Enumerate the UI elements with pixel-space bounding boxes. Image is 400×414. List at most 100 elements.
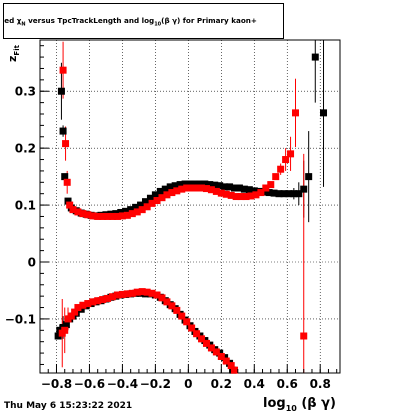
data-point-red: [257, 189, 265, 197]
data-point-black: [54, 332, 62, 340]
y-tick-label: 0.1: [15, 199, 36, 213]
data-point-black: [240, 185, 248, 193]
data-point-red: [291, 109, 299, 117]
data-point-red: [252, 191, 260, 199]
data-point-red: [109, 293, 117, 301]
data-point-black: [245, 186, 253, 194]
x-tick-label: 0: [184, 377, 192, 391]
data-point-red: [231, 366, 239, 374]
data-point-red: [300, 332, 308, 340]
x-tick-label: 0.8: [310, 377, 331, 391]
y-tick-label: −0.1: [5, 312, 36, 326]
data-point-black: [265, 189, 273, 197]
data-point-black: [181, 180, 189, 188]
data-point-red: [237, 193, 245, 201]
x-tick-label: 0.6: [277, 377, 298, 391]
data-point-red: [113, 212, 121, 220]
data-point-red: [138, 206, 146, 214]
data-point-red: [272, 173, 280, 181]
data-point-red: [217, 189, 225, 197]
data-point-red: [99, 296, 107, 304]
data-point-black: [226, 183, 234, 191]
data-point-red: [282, 156, 290, 164]
x-tick-label: 0.2: [211, 377, 232, 391]
data-point-red: [212, 187, 220, 195]
data-point-black: [235, 184, 243, 192]
data-point-red: [222, 357, 230, 365]
x-axis-label-sub: 10: [286, 404, 298, 413]
data-point-red: [94, 297, 102, 305]
data-point-black: [275, 190, 283, 198]
data-point-red: [173, 306, 181, 314]
data-point-black: [290, 190, 298, 198]
x-axis-label-bg: (β γ): [297, 396, 336, 411]
x-tick-label: −0.2: [140, 377, 171, 391]
data-point-red: [59, 66, 67, 74]
x-axis-label: log10 (β γ): [263, 396, 336, 413]
data-point-red: [178, 312, 186, 320]
data-point-black: [285, 190, 293, 198]
data-point-black: [127, 206, 135, 214]
data-point-red: [163, 191, 171, 199]
data-point-red: [104, 294, 112, 302]
title-part-end: (β γ) for Primary kaon+: [161, 16, 257, 25]
data-point-black: [191, 180, 199, 188]
x-tick-label: −0.6: [74, 377, 105, 391]
data-point-black: [151, 191, 159, 199]
data-point-red: [168, 302, 176, 310]
data-point-red: [74, 208, 82, 216]
data-point-red: [158, 294, 166, 302]
data-point-red: [89, 298, 97, 306]
data-point-red: [123, 290, 131, 298]
data-point-red: [242, 193, 250, 201]
data-point-red: [84, 211, 92, 219]
x-tick-label: −0.4: [107, 377, 138, 391]
data-point-red: [193, 184, 201, 192]
data-point-black: [59, 127, 67, 135]
data-point-red: [63, 178, 71, 186]
data-point-red: [99, 212, 107, 220]
data-point-red: [173, 187, 181, 195]
data-point-black: [62, 321, 70, 329]
data-point-red: [153, 197, 161, 205]
data-point-black: [166, 183, 174, 191]
data-point-black: [57, 87, 65, 95]
data-point-red: [128, 289, 136, 297]
data-point-red: [143, 203, 151, 211]
title-sub-n: N: [21, 21, 26, 28]
data-point-red: [79, 301, 87, 309]
data-point-black: [206, 181, 214, 189]
data-point-red: [158, 194, 166, 202]
data-point-red: [94, 212, 102, 220]
data-point-black: [146, 194, 154, 202]
data-point-red: [153, 291, 161, 299]
data-point-red: [212, 348, 220, 356]
data-point-red: [287, 150, 295, 158]
data-point-black: [250, 187, 258, 195]
data-point-black: [176, 181, 184, 189]
data-point-red: [148, 199, 156, 207]
data-point-black: [132, 203, 140, 211]
y-tick-label: 0.2: [15, 142, 36, 156]
data-point-red: [227, 191, 235, 199]
data-point-red: [118, 290, 126, 298]
data-point-black: [196, 180, 204, 188]
title-part-fitted: Fitted: [4, 16, 15, 25]
data-point-red: [198, 184, 206, 192]
data-point-black: [270, 189, 278, 197]
data-point-red: [277, 165, 285, 173]
data-point-red: [61, 326, 69, 334]
data-point-red: [133, 208, 141, 216]
data-point-black: [300, 185, 308, 193]
data-point-red: [232, 193, 240, 201]
data-point-red: [267, 181, 275, 189]
y-axis-label: zFit: [6, 44, 21, 62]
data-point-red: [193, 330, 201, 338]
data-point-red: [247, 192, 255, 200]
data-point-red: [62, 140, 70, 148]
data-point-black: [231, 184, 239, 192]
data-point-black: [221, 183, 229, 191]
data-point-black: [171, 182, 179, 190]
x-tick-label: 0.4: [244, 377, 265, 391]
